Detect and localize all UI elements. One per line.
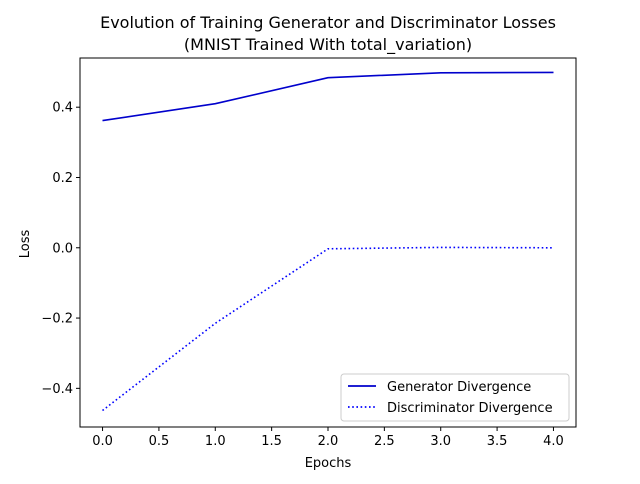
legend-box xyxy=(340,373,570,422)
legend-label-generator: Generator Divergence xyxy=(387,380,531,395)
x-tick-label: 3.5 xyxy=(487,434,508,449)
legend: Generator Divergence Discriminator Diver… xyxy=(340,373,570,422)
series-line-generator xyxy=(102,71,554,122)
y-tick-label: 0.4 xyxy=(52,101,73,116)
x-tick-label: 3.0 xyxy=(430,434,451,449)
x-tick-label: 2.5 xyxy=(374,434,395,449)
x-tick-label: 2.0 xyxy=(318,434,339,449)
x-axis-label: Epochs xyxy=(305,456,352,471)
x-tick-label: 1.5 xyxy=(261,434,282,449)
x-tick-label: 0.5 xyxy=(149,434,170,449)
series-line-discriminator xyxy=(102,246,554,412)
legend-label-discriminator: Discriminator Divergence xyxy=(387,401,553,416)
y-tick-label: 0.0 xyxy=(52,241,73,256)
x-tick-label: 0.0 xyxy=(92,434,113,449)
y-tick-label: −0.2 xyxy=(41,312,73,327)
y-axis-label: Loss xyxy=(18,230,33,259)
y-tick-label: −0.4 xyxy=(41,382,73,397)
y-tick-label: 0.2 xyxy=(52,171,73,186)
chart-title: Evolution of Training Generator and Disc… xyxy=(100,13,556,32)
x-tick-label: 1.0 xyxy=(205,434,226,449)
plot-area: 0.0 0.5 1.0 1.5 2.0 2.5 3.0 3.5 4.0 −0.4 −0.2 0.0 0.… xyxy=(41,57,577,449)
x-tick-label: 4.0 xyxy=(543,434,564,449)
chart-subtitle: (MNIST Trained With total_variation) xyxy=(184,35,472,55)
